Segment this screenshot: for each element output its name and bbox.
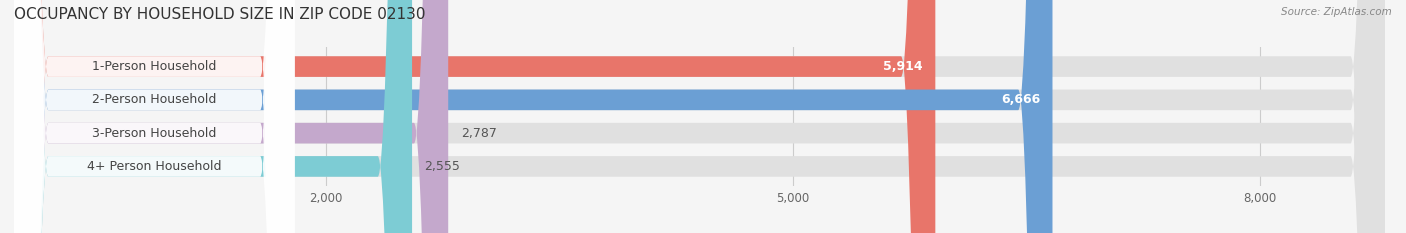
FancyBboxPatch shape <box>14 0 294 233</box>
FancyBboxPatch shape <box>14 0 294 233</box>
Text: Source: ZipAtlas.com: Source: ZipAtlas.com <box>1281 7 1392 17</box>
Text: 2,787: 2,787 <box>461 127 496 140</box>
FancyBboxPatch shape <box>14 0 1385 233</box>
Text: 3-Person Household: 3-Person Household <box>91 127 217 140</box>
FancyBboxPatch shape <box>14 0 449 233</box>
FancyBboxPatch shape <box>14 0 294 233</box>
FancyBboxPatch shape <box>14 0 1385 233</box>
FancyBboxPatch shape <box>14 0 1385 233</box>
FancyBboxPatch shape <box>14 0 935 233</box>
Text: 6,666: 6,666 <box>1001 93 1040 106</box>
FancyBboxPatch shape <box>14 0 412 233</box>
Text: 2,555: 2,555 <box>425 160 460 173</box>
FancyBboxPatch shape <box>14 0 1385 233</box>
FancyBboxPatch shape <box>14 0 294 233</box>
Text: 5,914: 5,914 <box>883 60 922 73</box>
Text: 2-Person Household: 2-Person Household <box>91 93 217 106</box>
FancyBboxPatch shape <box>14 0 1053 233</box>
Text: 1-Person Household: 1-Person Household <box>91 60 217 73</box>
Text: 4+ Person Household: 4+ Person Household <box>87 160 222 173</box>
Text: OCCUPANCY BY HOUSEHOLD SIZE IN ZIP CODE 02130: OCCUPANCY BY HOUSEHOLD SIZE IN ZIP CODE … <box>14 7 426 22</box>
